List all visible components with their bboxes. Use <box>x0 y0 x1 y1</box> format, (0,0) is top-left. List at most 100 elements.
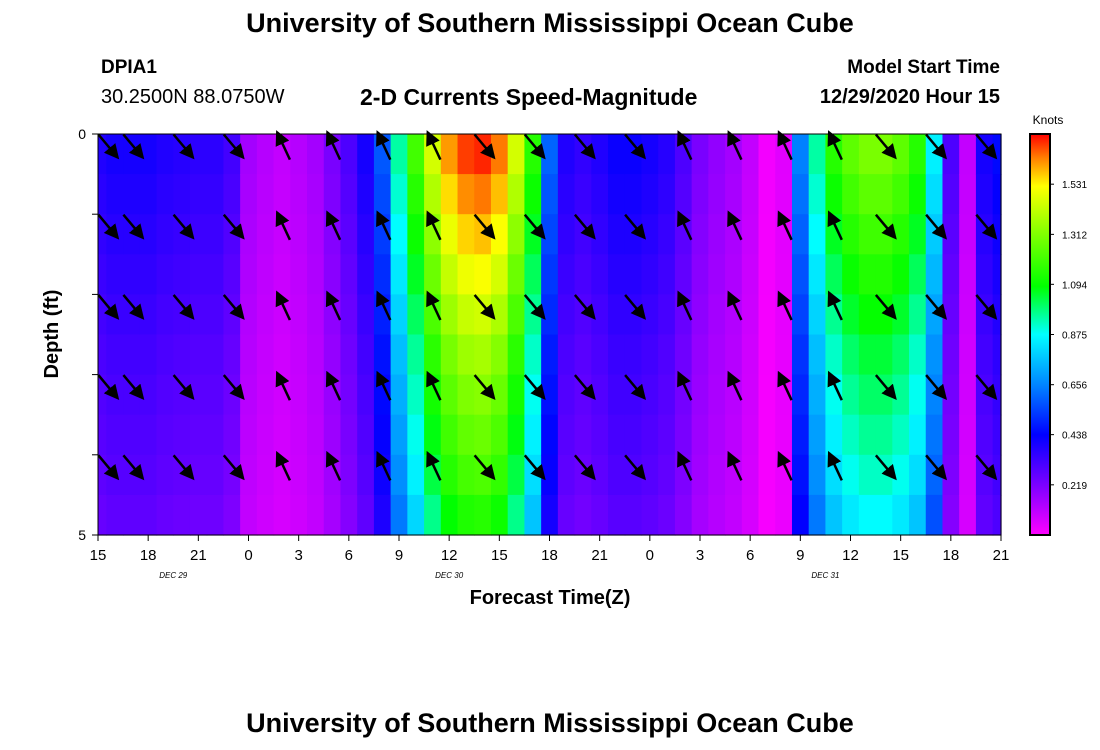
heatmap-cell <box>223 294 241 336</box>
heatmap-cell <box>808 294 827 336</box>
heatmap-cell <box>106 254 124 295</box>
heatmap-cell <box>541 414 559 456</box>
heatmap-cell <box>808 134 827 175</box>
heatmap-cell <box>357 174 375 215</box>
heatmap-cell <box>959 334 977 376</box>
station-coordinates: 30.2500N 88.0750W <box>101 86 285 108</box>
heatmap-cell <box>708 134 726 175</box>
heatmap-cell <box>524 374 542 416</box>
heatmap-cell <box>98 374 107 416</box>
heatmap-cell <box>407 134 425 175</box>
heatmap-cell <box>842 254 860 295</box>
current-arrow <box>727 370 743 401</box>
heatmap-cell <box>507 454 526 496</box>
heatmap-cell <box>123 294 141 336</box>
heatmap-cell <box>624 214 643 255</box>
current-arrow <box>222 133 245 160</box>
heatmap-cell <box>858 214 877 255</box>
heatmap-cell <box>307 254 325 295</box>
current-arrow <box>275 370 292 401</box>
current-arrow <box>376 130 392 161</box>
heatmap-cell <box>240 134 258 175</box>
heatmap-cell <box>541 454 559 496</box>
heatmap-cell <box>323 174 342 215</box>
current-arrow <box>925 133 948 160</box>
heatmap-cell <box>858 254 877 295</box>
current-arrow <box>677 210 693 241</box>
heatmap-cell <box>758 494 776 536</box>
heatmap-cell <box>574 334 592 376</box>
heatmap-cell <box>457 414 475 456</box>
x-tick-label: 0 <box>646 547 654 564</box>
heatmap-cell <box>825 334 843 376</box>
heatmap-cell <box>139 494 158 536</box>
heatmap-cell <box>490 134 509 175</box>
colorbar-tick-label: 0.656 <box>1062 381 1087 392</box>
heatmap-cell <box>842 134 860 175</box>
heatmap-cell <box>725 254 743 295</box>
current-arrow <box>827 450 843 481</box>
current-arrow <box>727 210 743 241</box>
heatmap-cell <box>608 334 626 376</box>
current-arrow <box>172 374 195 401</box>
heatmap-cell <box>223 454 241 496</box>
heatmap-cell <box>741 174 760 215</box>
heatmap-cell <box>357 294 375 336</box>
heatmap-cell <box>992 494 1002 536</box>
heatmap-cell <box>307 214 325 255</box>
current-arrow <box>172 454 195 481</box>
heatmap-cell <box>658 414 676 456</box>
heatmap-cell <box>139 334 158 376</box>
heatmap-cell <box>557 294 576 336</box>
heatmap-cell <box>925 414 944 456</box>
heatmap-cell <box>557 454 576 496</box>
heatmap-cell <box>390 294 408 336</box>
heatmap-cell <box>842 414 860 456</box>
heatmap-cell <box>256 334 275 376</box>
heatmap-cell <box>440 214 459 255</box>
current-arrow <box>97 374 120 401</box>
heatmap-cell <box>825 414 843 456</box>
heatmap-cell <box>123 494 141 536</box>
x-tick-label: 3 <box>294 547 302 564</box>
heatmap-cell <box>440 414 459 456</box>
heatmap-cell <box>725 334 743 376</box>
current-arrow <box>827 130 843 161</box>
heatmap-cell <box>189 494 208 536</box>
heatmap-cell <box>624 454 643 496</box>
heatmap-cell <box>959 414 977 456</box>
heatmap-cell <box>975 494 994 536</box>
heatmap-cell <box>674 334 693 376</box>
heatmap-cell <box>825 174 843 215</box>
x-tick-label: 18 <box>942 547 959 564</box>
heatmap-cell <box>574 454 592 496</box>
heatmap-cell <box>390 494 408 536</box>
heatmap-cell <box>624 254 643 295</box>
heatmap-cell <box>925 374 944 416</box>
heatmap-cell <box>256 254 275 295</box>
heatmap-cell <box>741 254 760 295</box>
heatmap-cell <box>524 254 542 295</box>
current-arrow <box>222 294 245 320</box>
heatmap-cell <box>875 254 893 295</box>
heatmap-cell <box>674 494 693 536</box>
colorbar-tick-label: 1.094 <box>1062 280 1087 291</box>
heatmap-cell <box>808 334 827 376</box>
heatmap-cell <box>106 414 124 456</box>
footer-title: University of Southern Mississippi Ocean… <box>246 708 854 738</box>
heatmap-cell <box>557 334 576 376</box>
heatmap-cell <box>98 134 107 175</box>
heatmap-cell <box>407 454 425 496</box>
heatmap-cell <box>206 334 225 376</box>
heatmap-cell <box>875 494 893 536</box>
heatmap-cell <box>808 494 827 536</box>
heatmap-cell <box>875 414 893 456</box>
heatmap-cell <box>206 254 225 295</box>
heatmap-cell <box>708 414 726 456</box>
x-tick-label: 3 <box>696 547 704 564</box>
heatmap-cell <box>173 134 191 175</box>
heatmap-cell <box>658 334 676 376</box>
heatmap-cell <box>909 494 927 536</box>
heatmap-cell <box>307 174 325 215</box>
heatmap-cell <box>775 414 793 456</box>
